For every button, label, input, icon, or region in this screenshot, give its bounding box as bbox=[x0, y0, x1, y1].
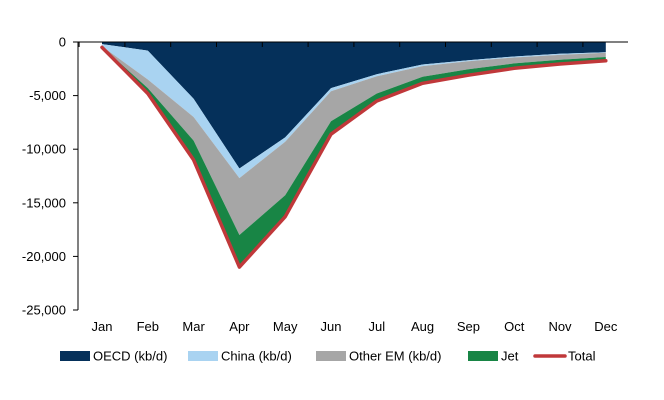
area-series-3 bbox=[102, 46, 606, 235]
area-series-4 bbox=[102, 46, 606, 268]
x-tick-label: Aug bbox=[411, 319, 434, 334]
y-tick-label: -5,000 bbox=[29, 88, 66, 103]
x-tick-label: May bbox=[273, 319, 298, 334]
legend-label: OECD (kb/d) bbox=[93, 349, 167, 364]
legend-swatch bbox=[468, 351, 498, 361]
axes bbox=[73, 41, 628, 311]
legend-swatch bbox=[188, 351, 218, 361]
legend-label: China (kb/d) bbox=[221, 349, 292, 364]
x-tick-label: Jul bbox=[368, 319, 385, 334]
legend-label: Jet bbox=[501, 349, 519, 364]
x-tick-label: Oct bbox=[504, 319, 525, 334]
x-tick-label: Sep bbox=[457, 319, 480, 334]
plot-lines bbox=[100, 45, 608, 269]
legend-label: Other EM (kb/d) bbox=[349, 349, 441, 364]
x-tick-labels: Jan Feb Mar Apr May Jun Jul Aug Sep Oct Nov Dec bbox=[92, 319, 618, 334]
legend-swatch bbox=[316, 351, 346, 361]
line-series-1 bbox=[100, 45, 608, 269]
y-tick-label: -15,000 bbox=[22, 195, 66, 210]
area-series-2 bbox=[102, 44, 606, 179]
y-tick-label: 0 bbox=[59, 35, 66, 50]
y-tick-label: -20,000 bbox=[22, 249, 66, 264]
x-tick-label: Feb bbox=[137, 319, 159, 334]
legend-label: Total bbox=[568, 349, 596, 364]
legend-swatch bbox=[60, 351, 90, 361]
legend: OECD (kb/d) China (kb/d) Other EM (kb/d) Je… bbox=[60, 349, 596, 364]
x-tick-label: Jun bbox=[321, 319, 342, 334]
x-tick-label: Apr bbox=[229, 319, 250, 334]
y-tick-label: -25,000 bbox=[22, 303, 66, 318]
plot-areas bbox=[102, 42, 606, 268]
y-tick-labels: 0 -5,000 -10,000 -15,000 -20,000 -25,000 bbox=[22, 35, 66, 318]
x-tick-label: Nov bbox=[548, 319, 572, 334]
x-tick-label: Jan bbox=[92, 319, 113, 334]
x-tick-label: Mar bbox=[182, 319, 205, 334]
x-tick-label: Dec bbox=[594, 319, 618, 334]
y-tick-label: -10,000 bbox=[22, 142, 66, 157]
area-series-1 bbox=[102, 42, 606, 169]
